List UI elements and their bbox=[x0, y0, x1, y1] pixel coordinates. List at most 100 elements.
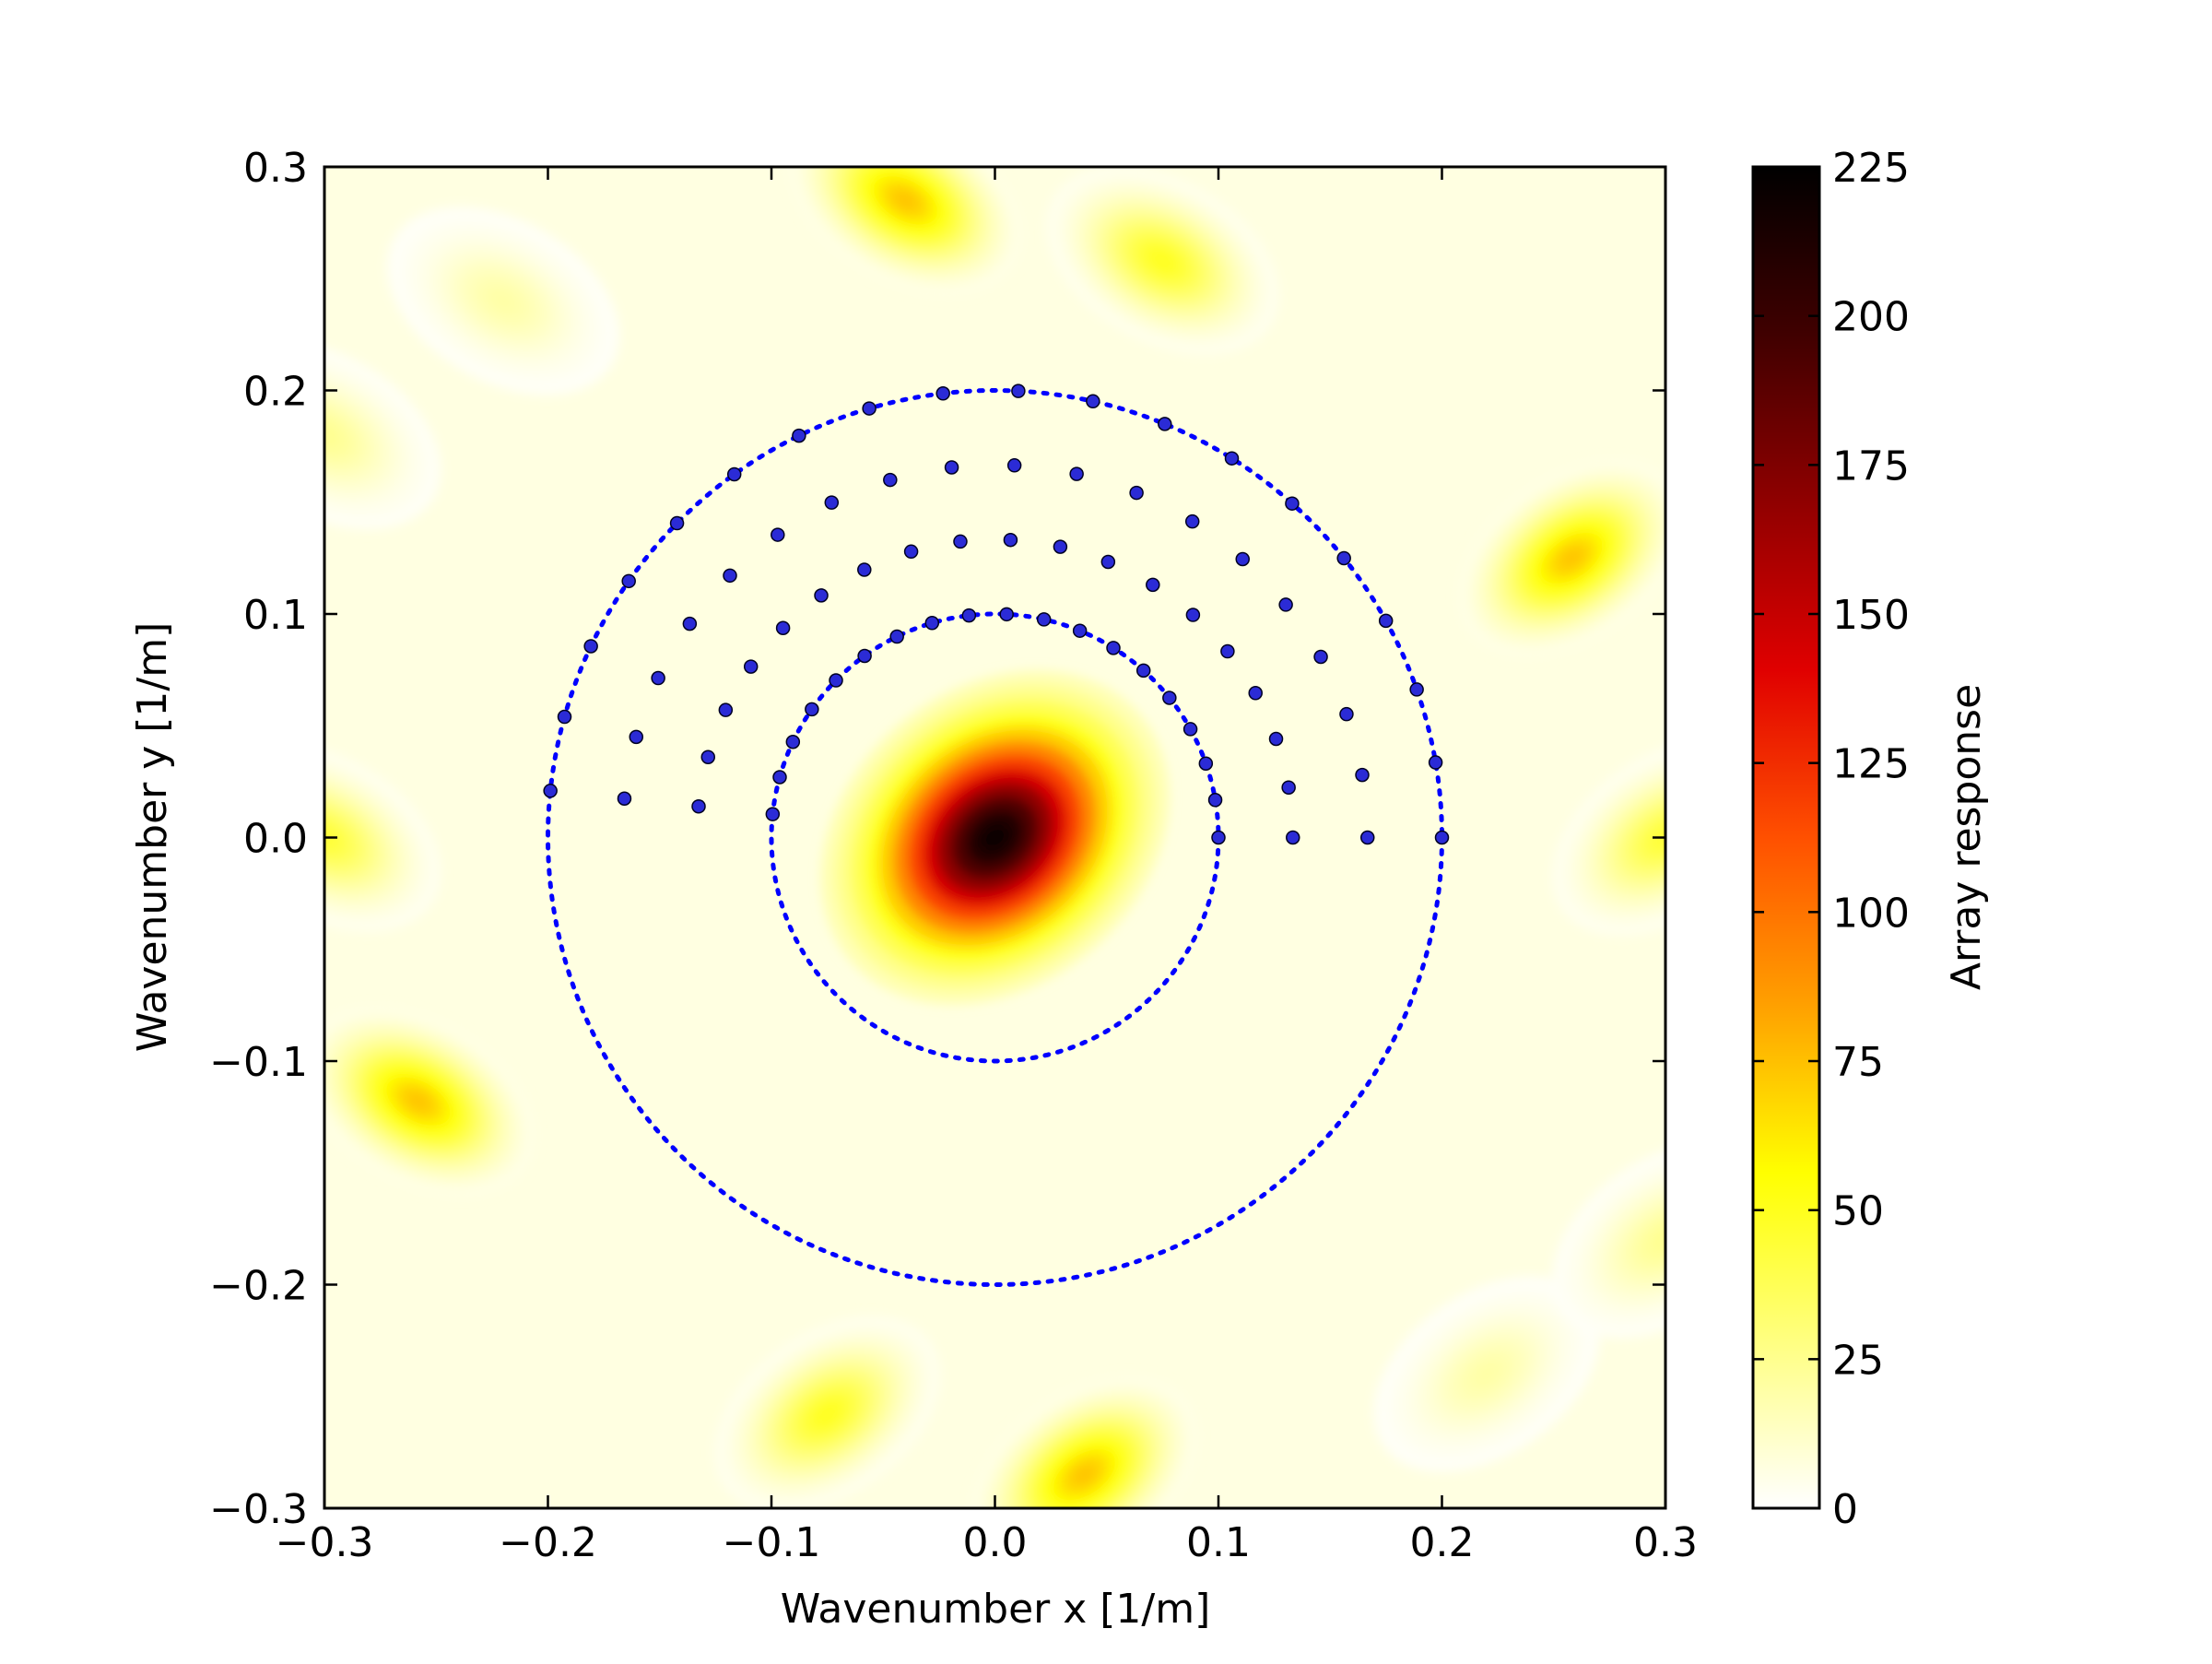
sensor-point bbox=[1003, 532, 1018, 548]
response-peak bbox=[820, 670, 1170, 1005]
sensor-point bbox=[1184, 513, 1200, 529]
sensor-point bbox=[543, 784, 558, 798]
sensor-point bbox=[935, 386, 950, 401]
sensor-point bbox=[1409, 682, 1424, 697]
y-axis: 0.3 0.2 0.1 0.0 −0.1 −0.2 −0.3 bbox=[209, 145, 1665, 1533]
sensor-point bbox=[792, 428, 806, 443]
colorbar-label: Array response bbox=[1943, 684, 1990, 990]
x-axis-title: Wavenumber x [1/m] bbox=[781, 1586, 1211, 1633]
sensor-point bbox=[1211, 830, 1226, 845]
colorbar-tick-label: 50 bbox=[1832, 1188, 1884, 1235]
sensor-point bbox=[944, 460, 959, 475]
colorbar-tick-label: 125 bbox=[1832, 741, 1910, 788]
y-tick-label: −0.1 bbox=[209, 1039, 308, 1086]
sensor-point bbox=[1278, 597, 1293, 612]
x-axis: −0.3 −0.2 −0.1 0.0 0.1 0.2 0.3 bbox=[276, 167, 1698, 1566]
response-peak bbox=[789, 167, 1022, 295]
response-peak bbox=[324, 1007, 535, 1196]
sensor-point bbox=[1182, 722, 1198, 737]
sensor-point bbox=[1286, 830, 1300, 845]
sensor-point bbox=[629, 729, 644, 745]
sensor-point bbox=[1434, 830, 1450, 845]
x-tick-label: 0.2 bbox=[1410, 1519, 1475, 1566]
sensor-point bbox=[1072, 623, 1088, 638]
overlay-series bbox=[543, 384, 1450, 1287]
sensor-point bbox=[1336, 550, 1351, 566]
sensor-point bbox=[557, 709, 572, 725]
sensor-point bbox=[1207, 793, 1223, 808]
colorbar-tick-label: 200 bbox=[1832, 294, 1910, 341]
sensor-point bbox=[1235, 551, 1250, 567]
y-tick-label: −0.3 bbox=[209, 1486, 308, 1533]
sensor-point bbox=[1281, 780, 1296, 795]
sensor-point bbox=[883, 472, 898, 488]
response-peak bbox=[714, 1316, 941, 1508]
y-tick-label: 0.2 bbox=[243, 369, 308, 416]
sensor-point bbox=[1086, 394, 1100, 409]
sensor-point bbox=[857, 648, 872, 664]
sensor-point bbox=[1006, 458, 1022, 473]
sensor-point bbox=[1198, 756, 1214, 771]
sensor-point bbox=[1011, 384, 1026, 398]
colorbar-tick-label: 100 bbox=[1832, 890, 1910, 937]
sensor-point bbox=[924, 616, 940, 631]
response-peak bbox=[1046, 167, 1279, 355]
sensor-point bbox=[1129, 485, 1144, 501]
x-tick-label: 0.1 bbox=[1186, 1519, 1251, 1566]
sensor-point bbox=[726, 466, 742, 482]
colorbar-tick-label: 0 bbox=[1832, 1486, 1858, 1533]
y-tick-label: 0.3 bbox=[243, 145, 308, 192]
sensor-point bbox=[903, 544, 919, 560]
response-peak bbox=[1458, 460, 1665, 656]
response-peak bbox=[387, 207, 619, 395]
sensor-point bbox=[1428, 755, 1443, 770]
sensor-point bbox=[775, 620, 791, 636]
sensor-point bbox=[862, 401, 877, 416]
sensor-point bbox=[718, 702, 734, 717]
sensor-point bbox=[772, 770, 787, 785]
colorbar-tick-label: 175 bbox=[1832, 443, 1910, 490]
colorbar-tick-label: 25 bbox=[1832, 1337, 1884, 1384]
colorbar-axis: 225 200 175 150 125 100 75 50 25 0 bbox=[1753, 145, 1910, 1533]
y-tick-label: 0.1 bbox=[243, 592, 308, 639]
x-tick-label: 0.3 bbox=[1633, 1519, 1698, 1566]
sensor-point bbox=[651, 670, 665, 686]
y-axis-title: Wavenumber y [1/m] bbox=[129, 622, 176, 1053]
colorbar bbox=[1751, 165, 1821, 1510]
sensor-point bbox=[889, 629, 904, 644]
sensor-point bbox=[765, 807, 781, 821]
sensor-point bbox=[961, 608, 977, 623]
sensor-point bbox=[857, 562, 872, 577]
sensor-point bbox=[1185, 608, 1201, 622]
sensor-point bbox=[1146, 577, 1160, 593]
x-tick-label: −0.1 bbox=[723, 1519, 821, 1566]
response-peak bbox=[971, 1376, 1197, 1508]
colorbar-tick-label: 75 bbox=[1832, 1039, 1884, 1086]
sensor-point bbox=[953, 534, 968, 549]
sensor-point bbox=[1220, 643, 1235, 659]
sensor-point bbox=[682, 616, 698, 631]
sensor-point bbox=[1106, 641, 1121, 655]
sensor-point bbox=[1069, 466, 1084, 481]
x-tick-label: 0.0 bbox=[963, 1519, 1028, 1566]
sensor-point bbox=[621, 573, 636, 589]
y-tick-label: 0.0 bbox=[243, 816, 308, 863]
sensor-point bbox=[1100, 554, 1116, 570]
y-tick-label: −0.2 bbox=[209, 1263, 308, 1310]
sensor-point bbox=[1378, 613, 1394, 629]
sensor-point bbox=[1285, 496, 1300, 511]
sensor-point bbox=[743, 659, 759, 674]
sensor-point bbox=[1224, 451, 1240, 466]
x-tick-label: −0.2 bbox=[499, 1519, 597, 1566]
sensor-point bbox=[1158, 417, 1172, 431]
sensor-point bbox=[1339, 706, 1354, 722]
sensor-point bbox=[723, 568, 737, 584]
sensor-point bbox=[1162, 690, 1177, 705]
sensor-point bbox=[814, 588, 829, 603]
sensor-point bbox=[771, 527, 785, 542]
sensor-point bbox=[999, 607, 1014, 622]
sensor-point bbox=[805, 702, 819, 717]
colorbar-tick-label: 150 bbox=[1832, 592, 1910, 639]
sensor-point bbox=[824, 495, 840, 510]
